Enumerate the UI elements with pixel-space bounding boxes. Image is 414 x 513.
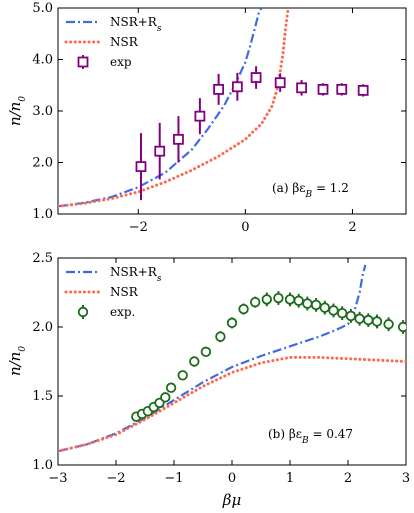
y-axis-label: n/n0 xyxy=(6,96,28,126)
data-point-exp xyxy=(302,298,313,309)
y-tick-label: 1.0 xyxy=(32,207,53,222)
data-point-exp xyxy=(231,81,243,93)
y-tick-label: 2.0 xyxy=(32,320,53,335)
y-tick-label: 1.5 xyxy=(32,389,53,404)
data-point-exp xyxy=(345,310,357,322)
legend-label-exp: exp xyxy=(110,55,132,69)
data-point-exp xyxy=(194,110,206,122)
plot-area xyxy=(58,8,369,208)
series-line-nsr-r-s xyxy=(58,8,263,208)
data-point-exp xyxy=(160,392,171,403)
data-point-exp xyxy=(215,331,226,342)
data-point-exp xyxy=(200,346,212,358)
x-tick-label: 3 xyxy=(402,471,410,486)
x-tick-label: −2 xyxy=(129,220,148,235)
panel-annotation: (b) βεB = 0.47 xyxy=(268,427,353,446)
legend-label-exp: exp. xyxy=(110,305,135,319)
data-point-exp xyxy=(284,294,296,305)
x-axis-label: βμ xyxy=(222,491,241,509)
data-point-exp xyxy=(173,133,184,145)
data-point-exp xyxy=(189,356,200,367)
data-point-exp xyxy=(310,299,322,311)
data-point-exp xyxy=(328,305,339,316)
legend-swatch-exp xyxy=(77,306,89,318)
x-tick-label: 1 xyxy=(286,471,294,486)
x-tick-label: 0 xyxy=(241,220,249,235)
y-tick-label: 2.5 xyxy=(32,251,53,266)
legend-label-nsr-r-s: NSR+Rs xyxy=(110,265,162,284)
data-point-exp xyxy=(238,303,249,315)
data-point-exp xyxy=(357,85,369,96)
data-point-exp xyxy=(354,313,365,324)
data-point-exp xyxy=(154,145,166,157)
x-tick-label: 2 xyxy=(348,220,356,235)
y-tick-label: 4.0 xyxy=(32,53,53,68)
data-point-exp xyxy=(274,77,286,89)
y-tick-label: 5.0 xyxy=(32,1,53,16)
plot-area xyxy=(58,264,406,453)
data-point-exp xyxy=(249,296,261,308)
data-point-exp xyxy=(319,302,331,313)
legend-label-nsr: NSR xyxy=(110,35,139,49)
data-point-exp xyxy=(363,314,374,326)
panel-annotation: (a) βεB = 1.2 xyxy=(272,181,349,200)
y-tick-label: 3.0 xyxy=(32,104,53,119)
data-point-exp xyxy=(337,308,348,319)
x-tick-label: −2 xyxy=(106,471,125,486)
data-point-exp xyxy=(293,295,304,306)
legend-swatch-exp xyxy=(77,56,89,68)
x-tick-label: 0 xyxy=(228,471,236,486)
series-line-nsr xyxy=(58,355,406,453)
data-point-exp xyxy=(371,316,383,327)
y-tick-label: 2.0 xyxy=(32,156,53,171)
x-tick-label: −1 xyxy=(164,471,183,486)
x-tick-label: 2 xyxy=(344,471,352,486)
data-point-exp xyxy=(383,319,394,330)
data-point-exp xyxy=(135,161,147,173)
data-point-exp xyxy=(177,370,188,381)
series-line-nsr-r-s xyxy=(58,264,367,453)
data-point-exp xyxy=(165,382,177,393)
data-point-exp xyxy=(336,83,348,95)
x-tick-label: −3 xyxy=(48,471,67,486)
data-point-exp xyxy=(397,321,406,333)
legend-label-nsr-r-s: NSR+Rs xyxy=(110,15,162,34)
y-tick-label: 1.0 xyxy=(32,458,53,473)
data-point-exp xyxy=(273,292,284,304)
legend-label-nsr: NSR xyxy=(110,285,139,299)
data-point-exp xyxy=(213,83,225,95)
series-line-nsr xyxy=(58,8,290,208)
data-point-exp xyxy=(317,83,329,95)
data-point-exp xyxy=(226,317,238,329)
data-point-exp xyxy=(250,72,262,83)
data-point-exp xyxy=(296,82,308,94)
y-axis-label: n/n0 xyxy=(6,346,28,376)
data-point-exp xyxy=(261,294,273,305)
